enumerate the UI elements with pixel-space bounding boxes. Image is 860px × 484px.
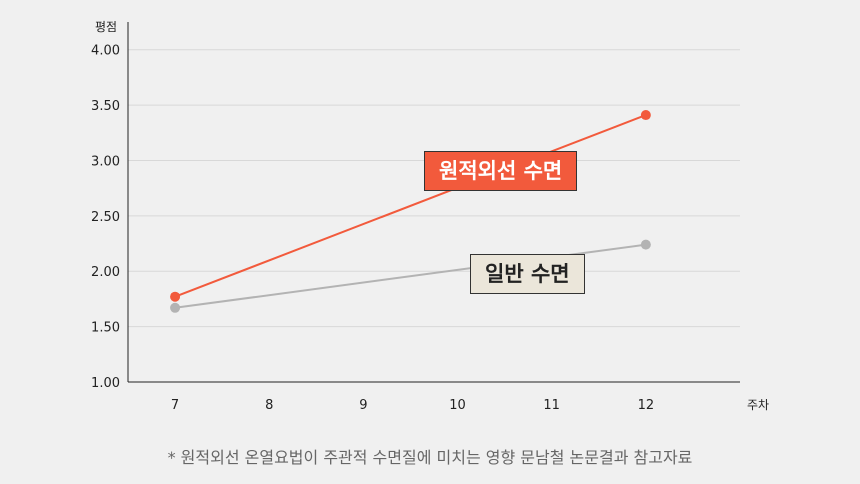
data-point xyxy=(170,302,181,313)
series-line-0 xyxy=(174,114,647,298)
x-tick-label: 9 xyxy=(359,398,367,413)
y-tick-labels: 1.00 1.50 2.00 2.50 3.00 3.50 4.00 xyxy=(91,44,120,391)
y-tick-label: 1.00 xyxy=(91,376,120,391)
x-tick-label: 10 xyxy=(449,398,466,413)
y-tick-label: 1.50 xyxy=(91,321,120,336)
x-axis-title: 주차 xyxy=(747,398,769,412)
y-axis-title: 평점 xyxy=(95,20,117,34)
x-tick-label: 7 xyxy=(171,398,179,413)
y-tick-label: 4.00 xyxy=(91,44,120,59)
gridlines xyxy=(128,49,740,328)
x-tick-label: 8 xyxy=(265,398,273,413)
series-label-normal-sleep: 일반 수면 xyxy=(470,254,585,295)
y-tick-label: 3.50 xyxy=(91,99,120,114)
axes xyxy=(127,22,740,383)
x-tick-labels: 7 8 9 10 11 12 xyxy=(171,398,654,413)
y-tick-label: 2.50 xyxy=(91,210,120,225)
x-tick-label: 12 xyxy=(638,398,655,413)
data-point xyxy=(640,110,651,121)
x-tick-label: 11 xyxy=(543,398,560,413)
data-point xyxy=(640,239,651,250)
y-tick-label: 3.00 xyxy=(91,154,120,169)
data-point xyxy=(170,291,181,302)
y-tick-label: 2.00 xyxy=(91,265,120,280)
footnote: * 원적외선 온열요법이 주관적 수면질에 미치는 영향 문남철 논문결과 참고… xyxy=(167,448,693,467)
series-label-far-infrared-sleep: 원적외선 수면 xyxy=(424,151,578,192)
